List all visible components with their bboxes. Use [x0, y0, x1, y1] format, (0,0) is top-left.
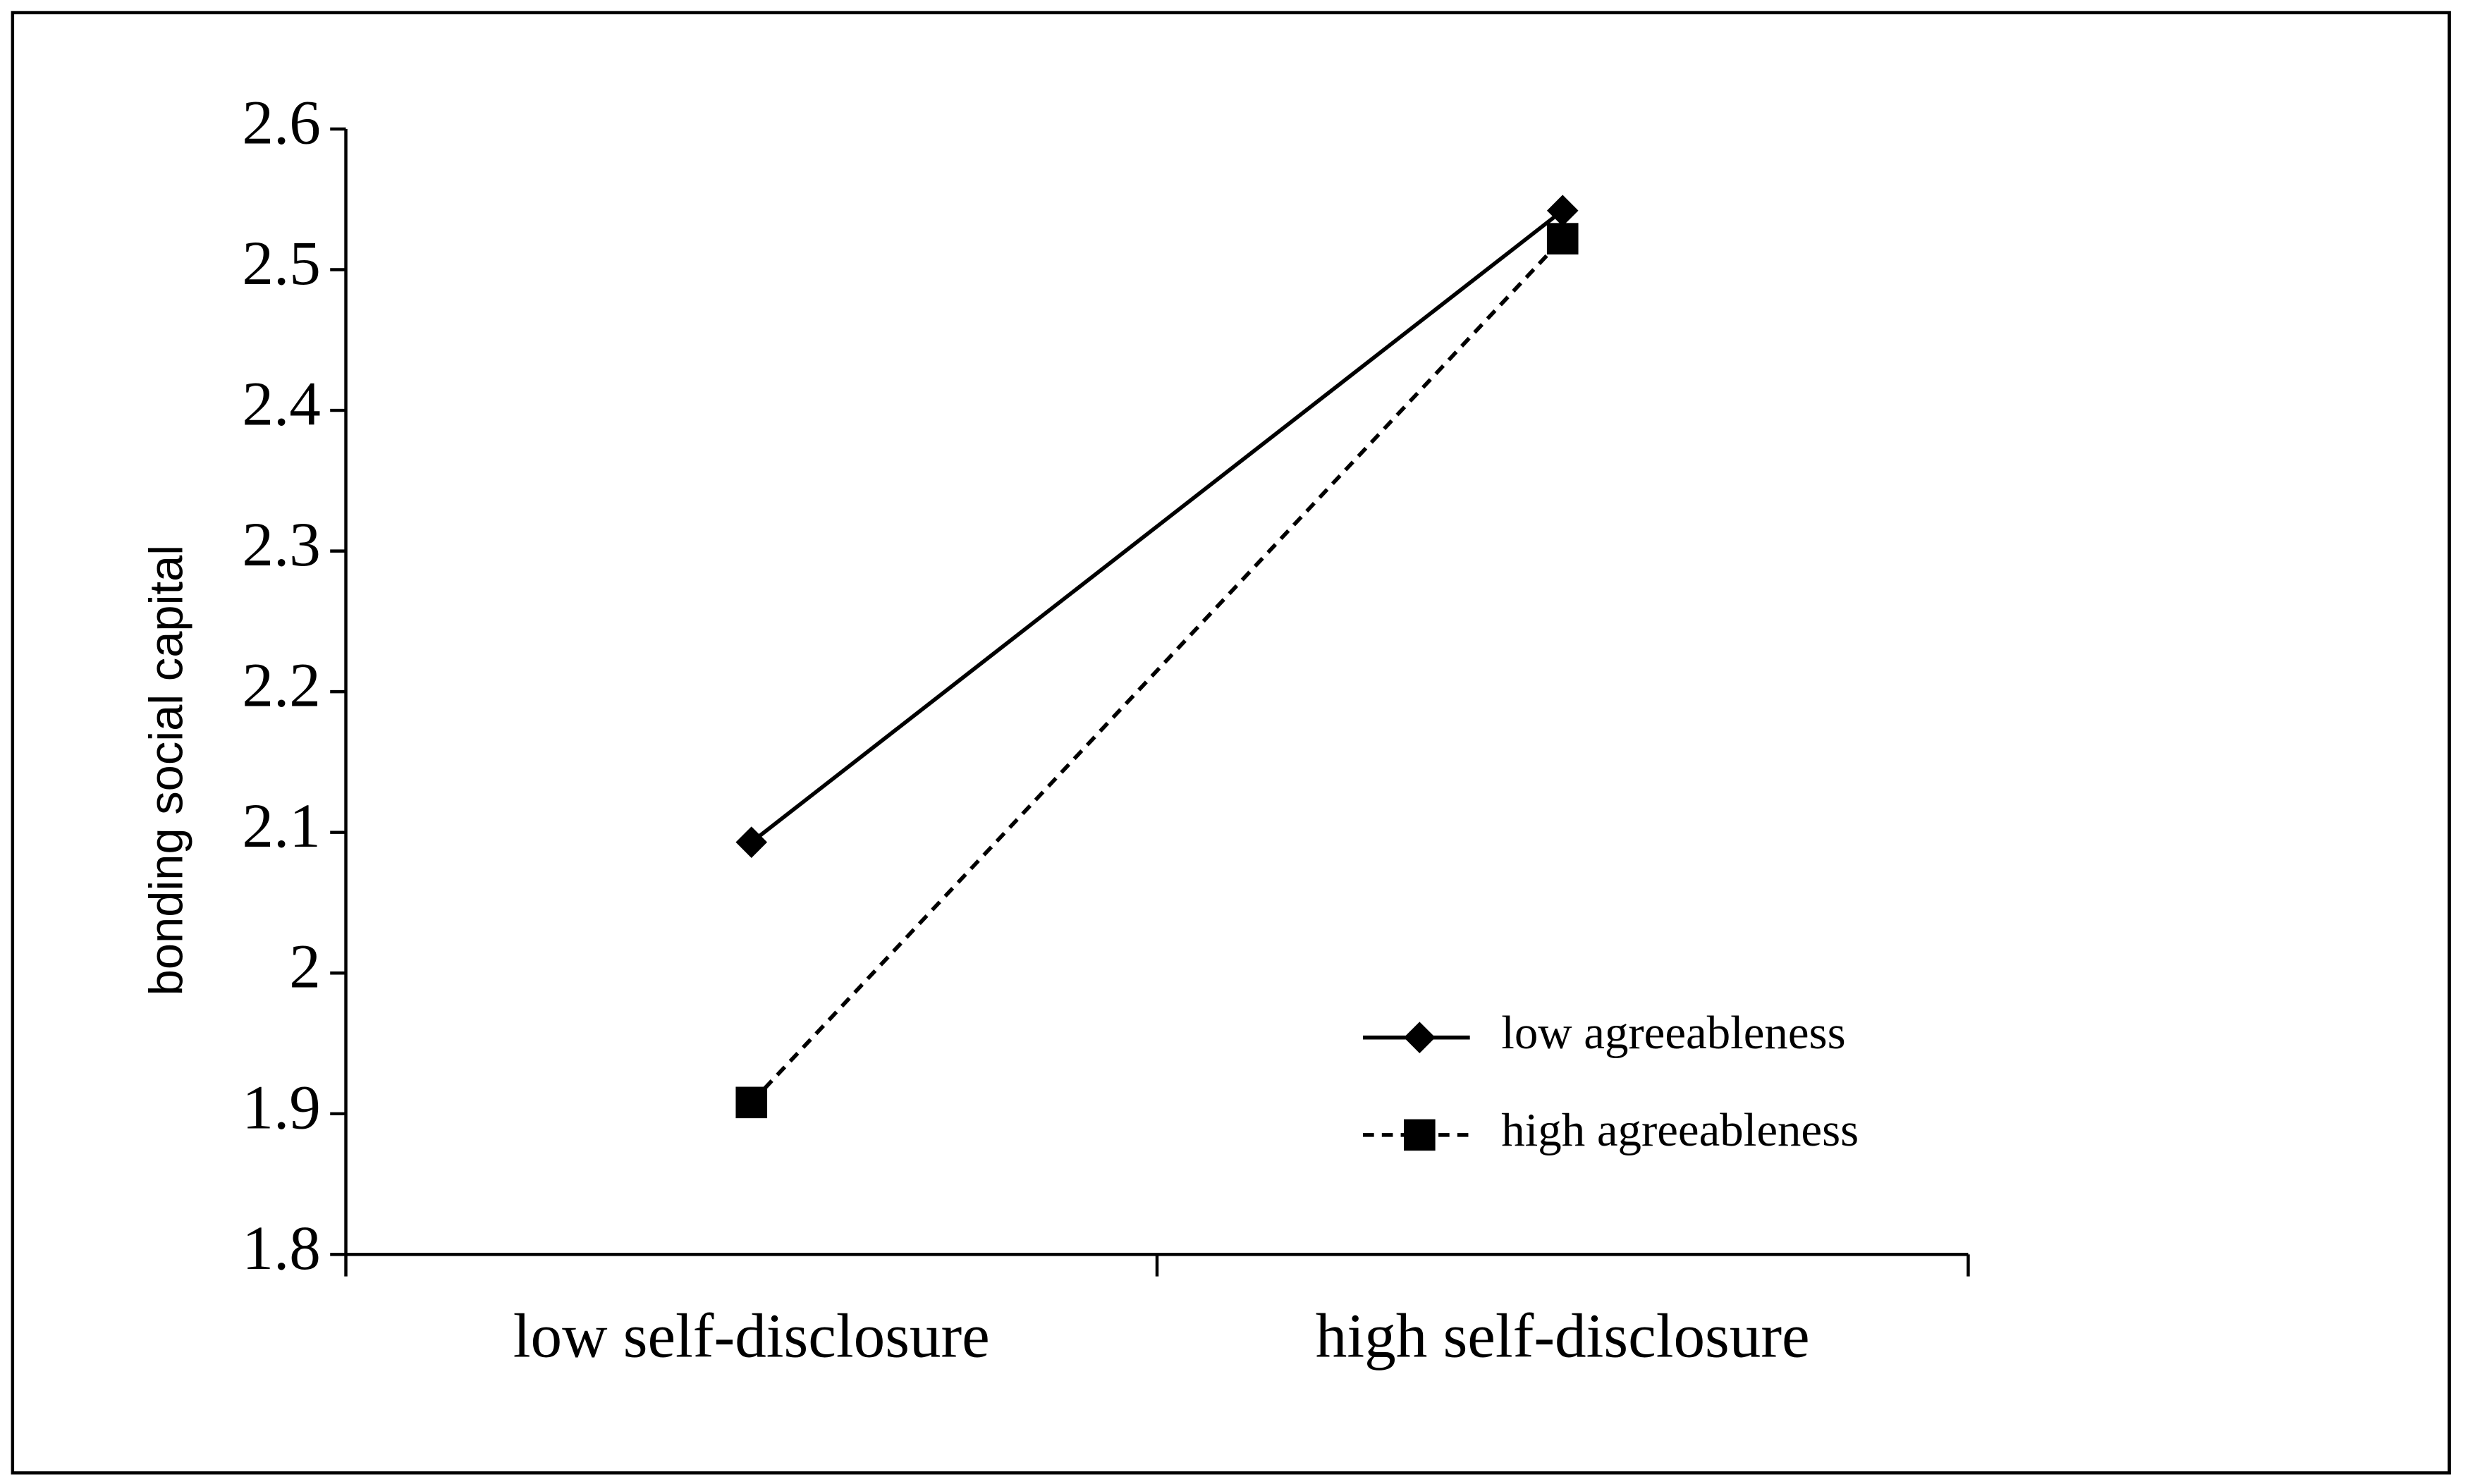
marker — [1546, 195, 1579, 226]
y-tick-label: 1.9 — [242, 1073, 320, 1142]
y-tick-label: 2.2 — [242, 651, 320, 720]
series-line — [750, 237, 1565, 1104]
x-tick-label: low self-disclosure — [513, 1302, 990, 1371]
series-line — [750, 209, 1564, 844]
legend-marker — [1404, 1022, 1436, 1053]
legend-label: low agreeableness — [1501, 1007, 1845, 1059]
y-tick-label: 2.3 — [242, 510, 320, 580]
marker — [735, 1086, 768, 1119]
legend-marker — [1404, 1119, 1436, 1151]
y-axis-label: bonding social capital — [140, 545, 192, 995]
y-tick-label: 1.8 — [242, 1214, 320, 1283]
legend-label: high agreeableness — [1501, 1104, 1859, 1156]
marker — [735, 826, 768, 858]
marker — [1546, 223, 1579, 255]
y-tick-label: 2.1 — [242, 792, 320, 861]
y-tick-label: 2 — [289, 933, 321, 1002]
x-tick-label: high self-disclosure — [1316, 1302, 1810, 1371]
y-tick-label: 2.5 — [242, 229, 320, 298]
y-tick-label: 2.6 — [242, 88, 320, 157]
y-tick-label: 2.4 — [242, 370, 320, 439]
frame — [11, 11, 2451, 1475]
